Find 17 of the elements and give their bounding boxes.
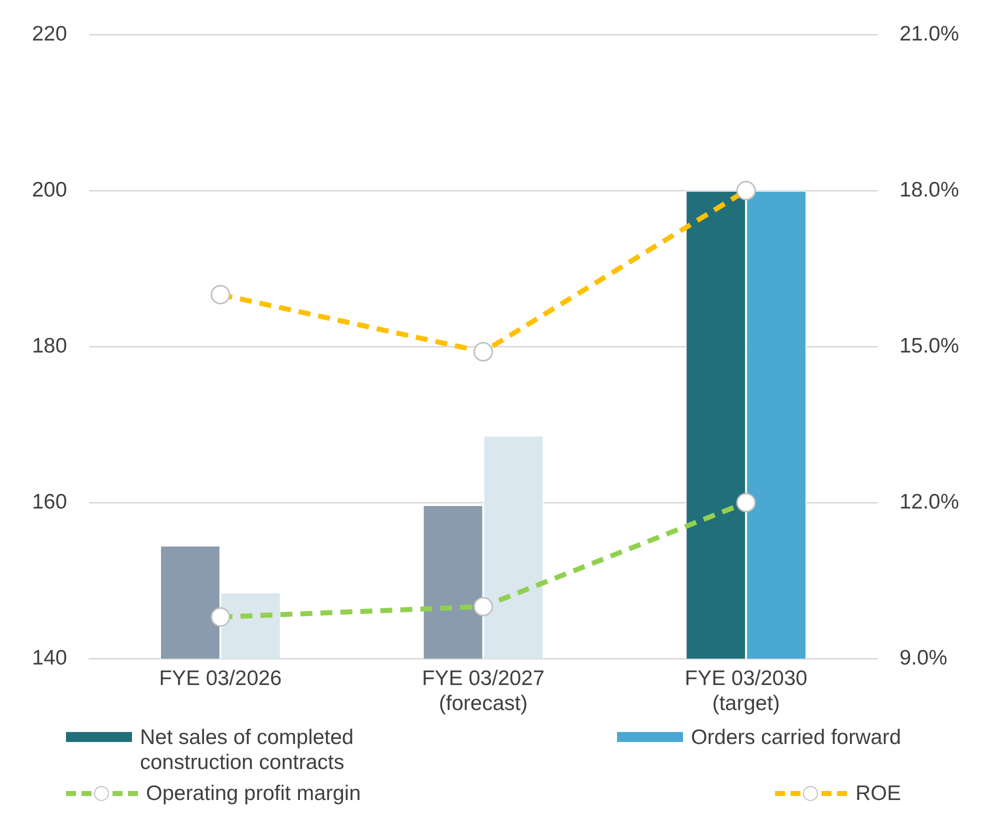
y-tick-label: 180 [32, 334, 68, 358]
y2-tick-label: 18.0% [899, 178, 959, 202]
y2-tick-label: 15.0% [899, 334, 959, 358]
y2-tick-label: 21.0% [899, 22, 959, 46]
x-tick-label: FYE 03/2026 [159, 666, 282, 690]
x-tick-label: FYE 03/2027 (forecast) [422, 666, 545, 716]
y-tick-label: 220 [32, 22, 68, 46]
legend-label: ROE [855, 781, 901, 806]
y-tick-label: 160 [32, 490, 68, 514]
y2-tick-label: 9.0% [899, 646, 948, 670]
legend-label: Orders carried forward [690, 725, 901, 750]
legend-label: Operating profit margin [146, 781, 361, 806]
y-tick-label: 140 [32, 646, 68, 670]
x-tick-label: FYE 03/2030 (target) [684, 666, 808, 716]
y2-tick-label: 12.0% [899, 490, 959, 514]
legend-label: Net sales of completed construction contracts [140, 725, 355, 775]
y-tick-label: 200 [32, 178, 68, 202]
